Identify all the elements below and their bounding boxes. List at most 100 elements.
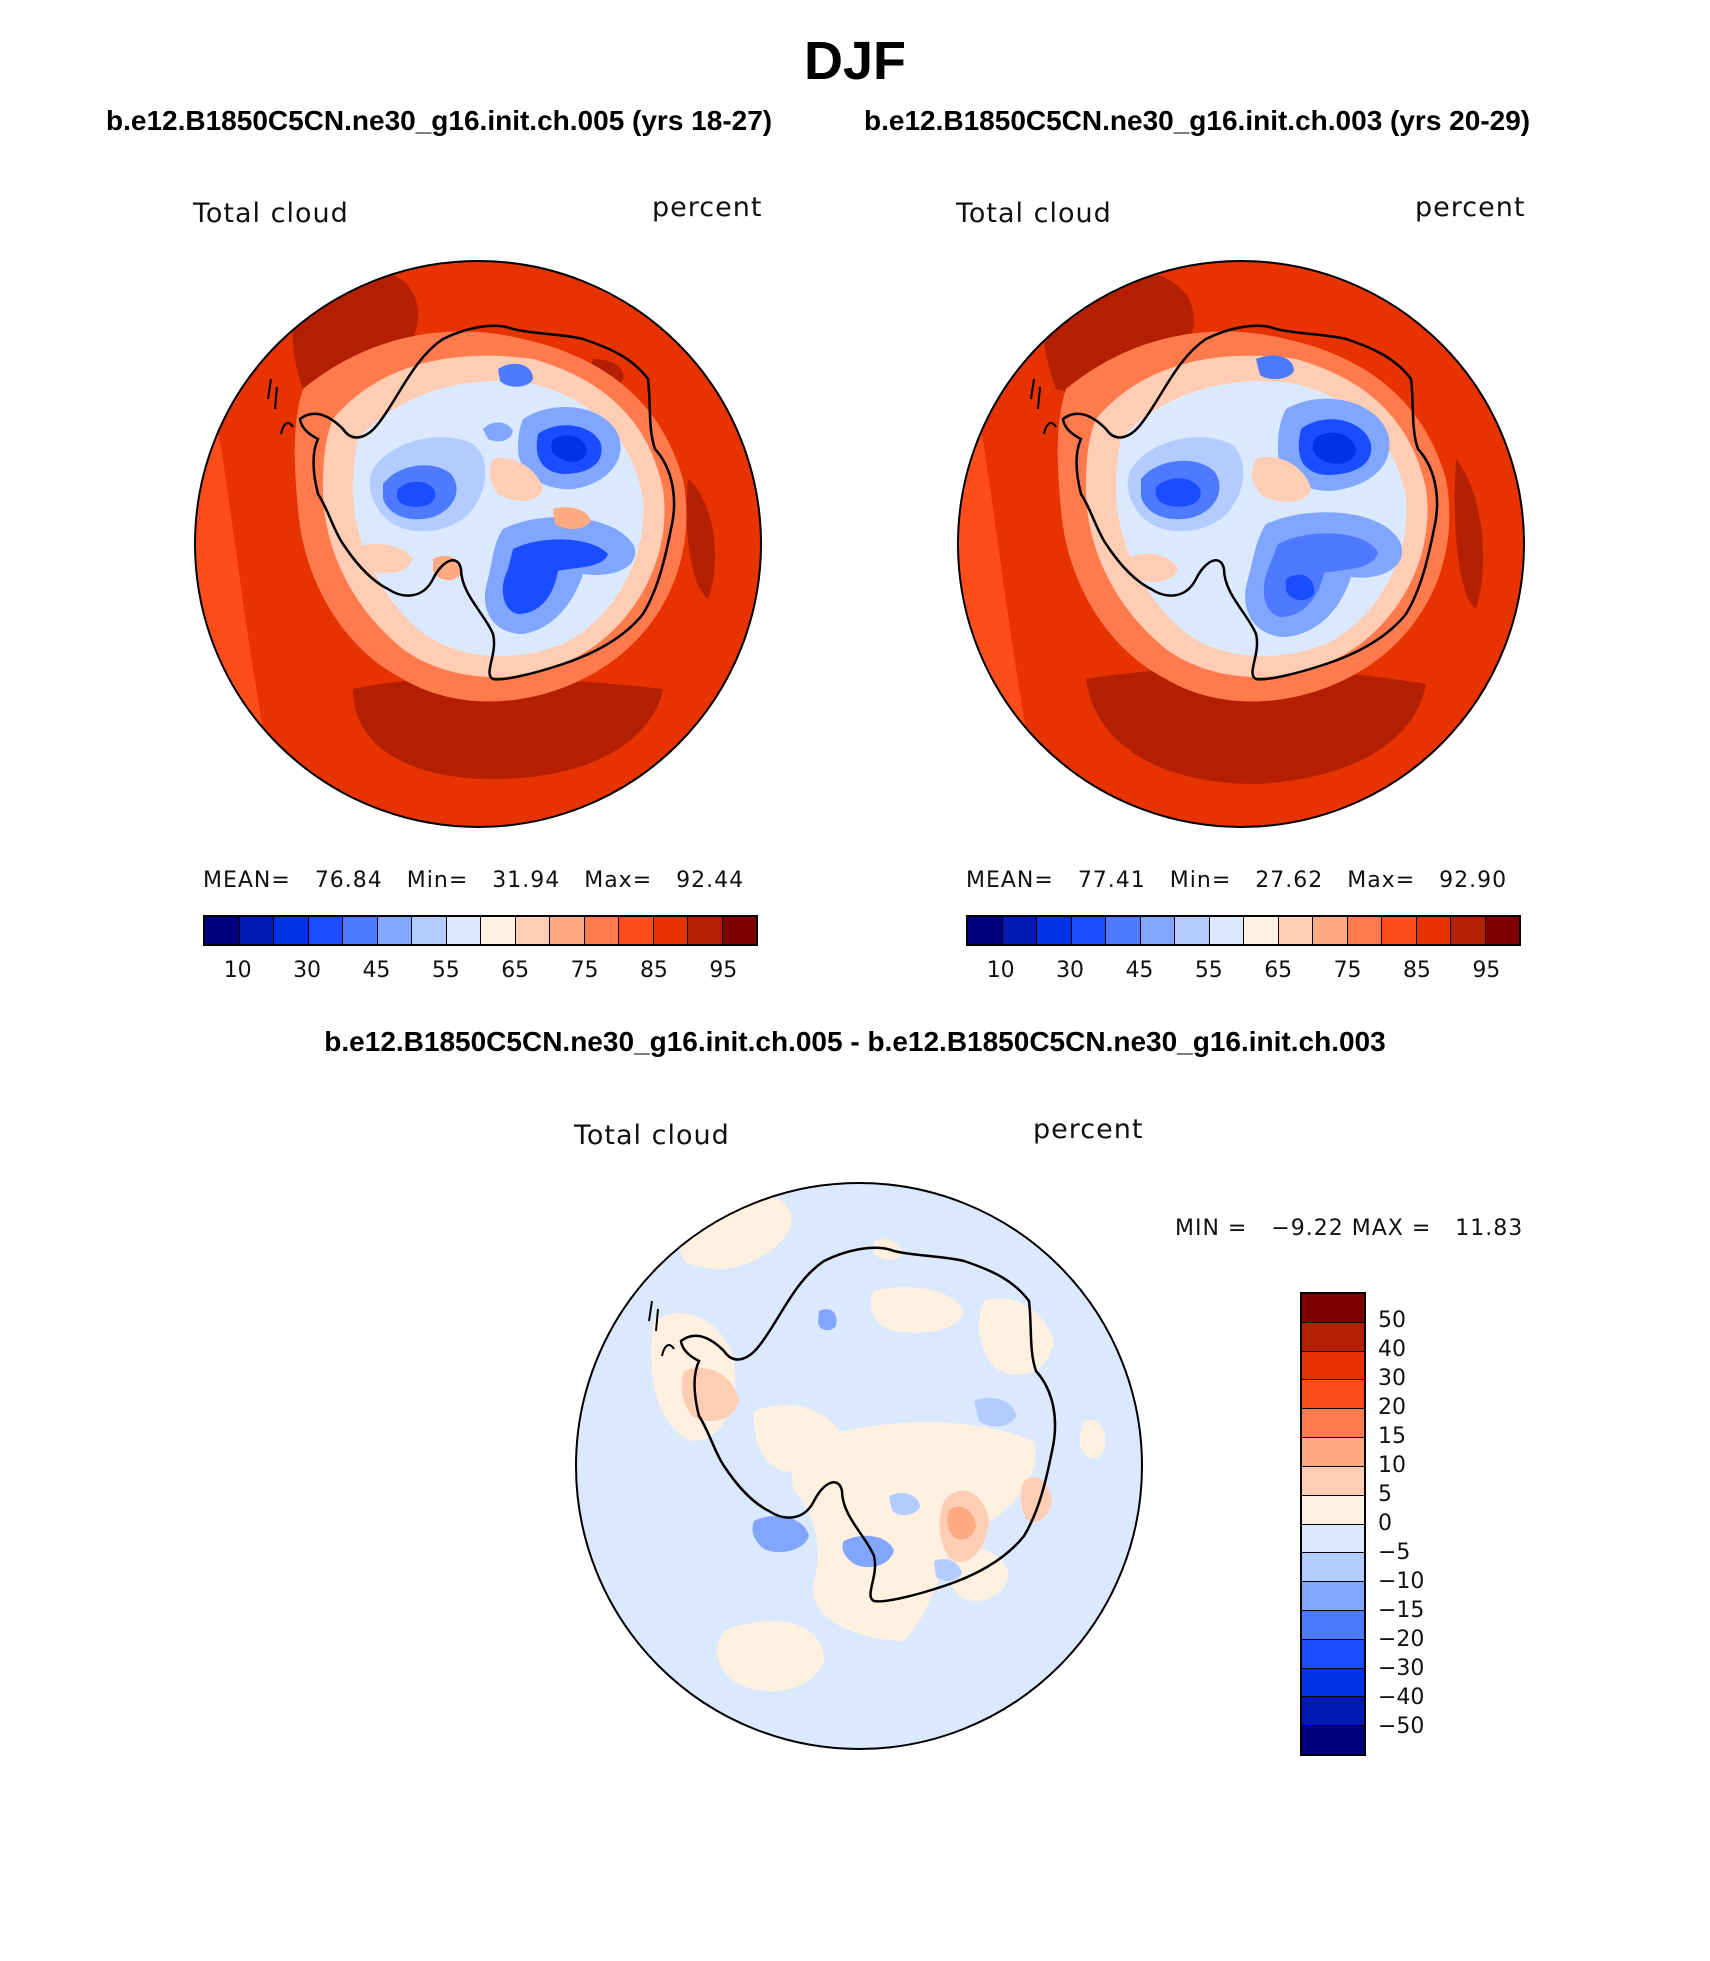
panel1-tick-label: 55 [431, 958, 460, 983]
panel3-min-label: MIN = [1175, 1216, 1248, 1241]
panel1-colorbar-box-6 [412, 917, 447, 944]
panel2-tick-label: 95 [1472, 958, 1501, 983]
panel2-min-value: 27.62 [1255, 868, 1324, 893]
panel3-tick-label: 0 [1378, 1511, 1392, 1536]
panel1-variable-label: Total cloud [193, 198, 349, 229]
panel3-colorbar-box-1 [1302, 1322, 1364, 1352]
panel2-colorbar-box-10 [1313, 917, 1348, 944]
panel1-colorbar-box-12 [619, 917, 654, 944]
panel3-units-label: percent [1033, 1114, 1144, 1145]
panel2-colorbar-box-13 [1416, 917, 1451, 944]
panel2-colorbar-box-11 [1347, 917, 1382, 944]
panel2-colorbar-box-4 [1106, 917, 1141, 944]
panel3-tick-label: −15 [1378, 1598, 1425, 1623]
panel2-colorbar-box-1 [1002, 917, 1037, 944]
panel1-mean-value: 76.84 [314, 868, 383, 893]
panel3-colorbar-box-11 [1302, 1610, 1364, 1640]
panel2-tick-label: 65 [1264, 958, 1293, 983]
panel1-tick-label: 95 [709, 958, 738, 983]
panel2-colorbar-box-5 [1140, 917, 1175, 944]
panel3-tick-label: 15 [1378, 1424, 1406, 1449]
panel3-variable-label: Total cloud [574, 1120, 730, 1151]
panel1-max-value: 92.44 [676, 868, 745, 893]
panel1-min-value: 31.94 [492, 868, 561, 893]
panel3-tick-label: 5 [1378, 1482, 1392, 1507]
panel2-stats: MEAN= 77.41 Min= 27.62 Max= 92.90 [966, 868, 1507, 893]
panel3-polar-map [575, 1182, 1143, 1750]
panel3-max-value: 11.83 [1455, 1216, 1524, 1241]
panel1-colorbar [203, 915, 758, 946]
panel2-colorbar-box-8 [1244, 917, 1279, 944]
panel3-colorbar-box-4 [1302, 1409, 1364, 1439]
panel3-colorbar-box-7 [1302, 1495, 1364, 1525]
panel1-tick-label: 10 [223, 958, 252, 983]
panel1-mean-label: MEAN= [203, 868, 291, 893]
panel1-min-label: Min= [406, 868, 469, 893]
panel2-colorbar-box-14 [1451, 917, 1486, 944]
panel3-colorbar-box-2 [1302, 1351, 1364, 1381]
panel3-tick-label: −20 [1378, 1627, 1425, 1652]
panel3-colorbar-box-3 [1302, 1380, 1364, 1410]
panel2-colorbar-box-6 [1175, 917, 1210, 944]
panel1-colorbar-box-14 [688, 917, 723, 944]
panel2-max-value: 92.90 [1439, 868, 1508, 893]
panel2-tick-label: 45 [1125, 958, 1154, 983]
panel3-tick-label: −5 [1378, 1540, 1411, 1565]
panel1-tick-label: 45 [362, 958, 391, 983]
panel2-colorbar-box-2 [1037, 917, 1072, 944]
panel3-tick-label: −10 [1378, 1569, 1425, 1594]
panel1-colorbar-box-13 [653, 917, 688, 944]
panel1-colorbar-box-2 [274, 917, 309, 944]
panel2-max-label: Max= [1347, 868, 1416, 893]
panel3-colorbar-box-6 [1302, 1466, 1364, 1496]
panel3-colorbar-box-8 [1302, 1524, 1364, 1554]
panel1-tick-label: 85 [639, 958, 668, 983]
panel1-colorbar-box-5 [377, 917, 412, 944]
panel1-units-label: percent [652, 192, 763, 223]
panel1-tick-label: 75 [570, 958, 599, 983]
panel3-colorbar-box-15 [1302, 1726, 1364, 1754]
panel1-colorbar-box-4 [343, 917, 378, 944]
panel3-min-value: −9.22 [1271, 1216, 1344, 1241]
panel3-tick-label: 30 [1378, 1366, 1406, 1391]
panel3-colorbar-box-12 [1302, 1639, 1364, 1669]
panel3-colorbar [1300, 1292, 1366, 1756]
panel2-tick-label: 75 [1333, 958, 1362, 983]
panel2-variable-label: Total cloud [956, 198, 1112, 229]
case-a-title: b.e12.B1850C5CN.ne30_g16.init.ch.005 (yr… [106, 105, 773, 136]
panel1-stats: MEAN= 76.84 Min= 31.94 Max= 92.44 [203, 868, 744, 893]
panel2-colorbar-box-0 [968, 917, 1003, 944]
panel2-tick-label: 55 [1194, 958, 1223, 983]
panel2-units-label: percent [1415, 192, 1526, 223]
diff-title: b.e12.B1850C5CN.ne30_g16.init.ch.005 - b… [324, 1026, 1386, 1057]
panel2-colorbar-box-7 [1209, 917, 1244, 944]
panel3-tick-label: −30 [1378, 1656, 1425, 1681]
panel1-colorbar-box-0 [205, 917, 240, 944]
panel2-colorbar-box-12 [1382, 917, 1417, 944]
panel2-mean-value: 77.41 [1077, 868, 1146, 893]
panel3-colorbar-box-9 [1302, 1553, 1364, 1583]
panel1-colorbar-box-1 [239, 917, 274, 944]
panel1-colorbar-box-10 [550, 917, 585, 944]
panel2-min-label: Min= [1169, 868, 1232, 893]
panel2-polar-map [957, 260, 1525, 828]
panel1-max-label: Max= [584, 868, 653, 893]
case-b-title: b.e12.B1850C5CN.ne30_g16.init.ch.003 (yr… [864, 105, 1531, 136]
panel3-colorbar-box-5 [1302, 1438, 1364, 1467]
panel2-colorbar-box-9 [1278, 917, 1313, 944]
panel3-colorbar-box-0 [1302, 1294, 1364, 1323]
panel3-tick-label: −40 [1378, 1685, 1425, 1710]
panel2-tick-label: 10 [986, 958, 1015, 983]
panel1-colorbar-box-7 [446, 917, 481, 944]
panel2-colorbar-box-15 [1485, 917, 1519, 944]
panel1-colorbar-box-8 [481, 917, 516, 944]
panel2-tick-label: 30 [1056, 958, 1085, 983]
page-title: DJF [803, 31, 906, 91]
panel2-colorbar [966, 915, 1521, 946]
panel3-tick-label: 10 [1378, 1453, 1406, 1478]
panel3-stats: MIN = −9.22 MAX = 11.83 [1175, 1216, 1523, 1241]
panel3-max-label: MAX = [1351, 1216, 1432, 1241]
panel2-colorbar-box-3 [1071, 917, 1106, 944]
panel1-colorbar-box-3 [308, 917, 343, 944]
panel3-tick-label: 40 [1378, 1337, 1406, 1362]
